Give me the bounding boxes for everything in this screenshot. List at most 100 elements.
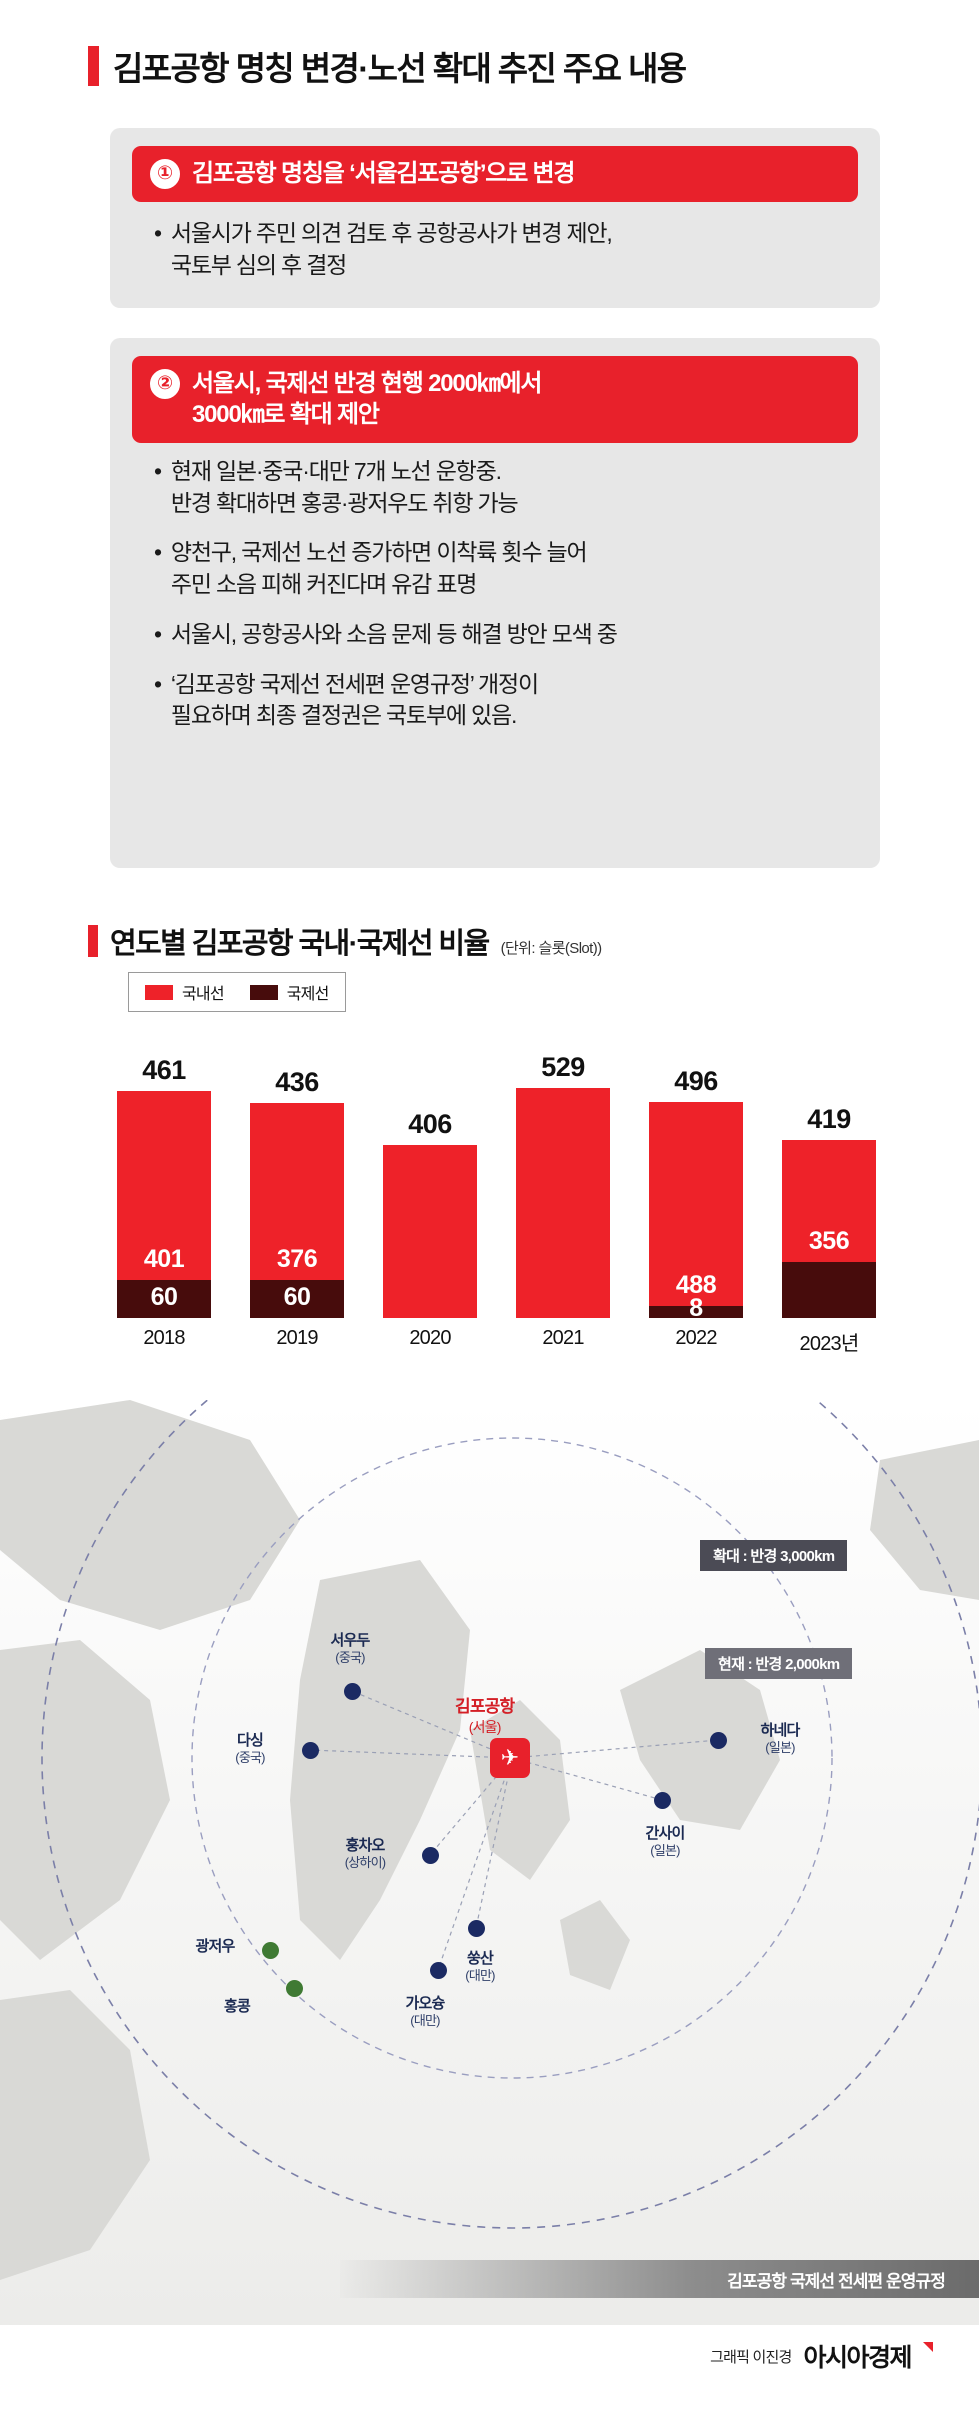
- section-1-heading-text: 김포공항 명칭을 ‘서울김포공항’으로 변경: [192, 158, 576, 189]
- legend-swatch-international: [249, 984, 278, 1000]
- bar-segment-label-international: 60: [283, 1283, 311, 1311]
- city-name: 하네다: [760, 1722, 800, 1739]
- bar-column: 406 2020: [383, 1109, 477, 1349]
- bar-total-label: 529: [541, 1052, 585, 1082]
- brand-name: 아시아경제: [803, 2344, 912, 2372]
- bullet-text: 현재 일본·중국·대만 7개 노선 운항중. 반경 확대하면 홍콩·광저우도 취…: [170, 456, 519, 519]
- bar-segment-international: 8: [649, 1294, 743, 1322]
- city-dot-kansai: [654, 1792, 671, 1809]
- section-1-heading-line1: 김포공항 명칭을 ‘서울김포공항’으로 변경: [192, 160, 576, 187]
- bullet-line-1: 서울시가 주민 의견 검토 후 공항공사가 변경 제안,: [170, 220, 613, 246]
- city-label-haneda: 하네다 (일본): [735, 1722, 825, 1756]
- headline-text: 김포공항 명칭 변경·노선 확대 추진 주요 내용: [113, 50, 687, 87]
- chart-unit-label: (단위: 슬롯(Slot)): [500, 940, 603, 957]
- bar-segment-label-domestic: 376: [276, 1245, 318, 1273]
- bar-segment-label-international: 60: [150, 1283, 178, 1311]
- bar-x-label: 2020: [409, 1327, 451, 1349]
- city-name: 훙차오: [345, 1837, 385, 1854]
- bar-segment-label-domestic: 488: [675, 1271, 717, 1299]
- city-label-daxing: 다싱 (중국): [200, 1732, 300, 1766]
- hub-sub: (서울): [468, 1719, 502, 1735]
- city-name: 간사이: [645, 1825, 685, 1842]
- bullet-line-1: ‘김포공항 국제선 전세편 운영규정’ 개정이: [170, 670, 539, 697]
- bullet-line-2: 국토부 심의 후 결정: [170, 251, 347, 278]
- bullet-dot-icon: •: [154, 539, 162, 566]
- bullet-line-2: 주민 소음 피해 커진다며 유감 표명: [170, 571, 478, 598]
- bullet-item: • 서울시가 주민 의견 검토 후 공항공사가 변경 제안, 국토부 심의 후 …: [154, 218, 856, 281]
- bar-segment-label-domestic: 401: [143, 1245, 185, 1273]
- radius-circle-3000km: [41, 1400, 979, 2229]
- bullet-line-1: 현재 일본·중국·대만 7개 노선 운항중.: [170, 458, 502, 484]
- bar-segment-domestic: 376: [250, 1103, 344, 1280]
- brand-mark-icon: [923, 2342, 933, 2352]
- airplane-icon: ✈: [490, 1738, 530, 1778]
- map-graphics: [0, 1400, 979, 2325]
- city-label-seoudu: 서우두 (중국): [295, 1632, 405, 1666]
- bar-segment-label-domestic: 356: [808, 1227, 850, 1255]
- city-sub: (상하이): [344, 1855, 386, 1870]
- title-accent-bar: [88, 46, 99, 86]
- bar-x-label: 2019: [276, 1327, 318, 1349]
- bullet-item: • 현재 일본·중국·대만 7개 노선 운항중. 반경 확대하면 홍콩·광저우도…: [154, 456, 856, 519]
- section-2-bullets: • 현재 일본·중국·대만 7개 노선 운항중. 반경 확대하면 홍콩·광저우도…: [154, 456, 856, 750]
- legend-swatch-domestic: [145, 984, 173, 1000]
- bullet-dot-icon: •: [154, 458, 162, 484]
- legend-label-international: 국제선: [286, 986, 330, 1003]
- bar-segment-domestic: [383, 1145, 477, 1318]
- section-panel-1: ① 김포공항 명칭을 ‘서울김포공항’으로 변경 • 서울시가 주민 의견 검토…: [110, 128, 880, 308]
- bar-segment-domestic: 356: [782, 1140, 876, 1262]
- route-lines: [309, 1690, 719, 1971]
- bullet-dot-icon: •: [154, 220, 162, 246]
- city-dot-seoudu: [344, 1683, 361, 1700]
- section-2-heading: ② 서울시, 국제선 반경 현행 2000㎞에서 3000㎞로 확대 제안: [132, 356, 858, 444]
- city-dot-songshan: [468, 1920, 485, 1937]
- bullet-item: • ‘김포공항 국제선 전세편 운영규정’ 개정이 필요하며 최종 결정권은 국…: [154, 669, 856, 732]
- bar-column: 461 401 60 2018: [117, 1055, 211, 1349]
- city-name: 가오슝: [405, 1995, 445, 2012]
- bullet-line-2: 필요하며 최종 결정권은 국토부에 있음.: [170, 702, 518, 729]
- bar-segment-domestic: 488: [649, 1102, 743, 1306]
- section-number-2: ②: [150, 369, 180, 399]
- bar-column: 436 376 60 2019: [250, 1067, 344, 1349]
- city-sub: (중국): [235, 1750, 265, 1765]
- radius-tag-expanded: 확대 : 반경 3,000km: [700, 1540, 848, 1571]
- city-dot-hongqiao: [422, 1847, 439, 1864]
- city-label-hongqiao: 훙차오 (상하이): [310, 1837, 420, 1871]
- section-1-heading: ① 김포공항 명칭을 ‘서울김포공항’으로 변경: [132, 146, 858, 203]
- operating-rule-text: 김포공항 국제선 전세편 운영규정: [727, 2271, 946, 2291]
- bar-segment-international: [782, 1262, 876, 1318]
- bar-segment-label-international: 8: [689, 1294, 703, 1322]
- bar-x-label: 2021: [542, 1327, 584, 1349]
- section-2-heading-line1: 서울시, 국제선 반경 현행 2000㎞에서: [192, 370, 542, 397]
- bullet-dot-icon: •: [154, 670, 162, 697]
- city-label-hongkong: 홍콩: [192, 1998, 282, 2016]
- city-label-kaohsiung: 가오슝 (대만): [370, 1995, 480, 2029]
- legend-label-domestic: 국내선: [182, 986, 225, 1003]
- bar-segment-international: 60: [250, 1280, 344, 1318]
- section-1-bullets: • 서울시가 주민 의견 검토 후 공항공사가 변경 제안, 국토부 심의 후 …: [154, 218, 856, 299]
- chart-legend: 국내선 국제선: [128, 972, 346, 1012]
- bar-total-label: 496: [674, 1066, 718, 1096]
- graphic-credit: 그래픽 이진경: [710, 2348, 792, 2366]
- chart-title: 연도별 김포공항 국내·국제선 비율: [110, 928, 490, 960]
- bar-segment-international: 60: [117, 1280, 211, 1318]
- bar-segment-domestic: 401: [117, 1091, 211, 1280]
- bar-total-label: 461: [142, 1055, 186, 1085]
- city-name: 쑹산: [466, 1950, 494, 1967]
- bar-total-label: 436: [275, 1067, 319, 1097]
- bar-segment-domestic: [516, 1088, 610, 1318]
- bullet-line-1: 서울시, 공항공사와 소음 문제 등 해결 방안 모색 중: [170, 620, 618, 647]
- city-name: 홍콩: [223, 1998, 251, 2015]
- city-sub: (대만): [410, 2013, 440, 2028]
- city-dot-kaohsiung: [430, 1962, 447, 1979]
- bar-column: 496 488 8 2022: [649, 1066, 743, 1349]
- bar-x-label: 2023년: [799, 1333, 860, 1355]
- bullet-line-2: 반경 확대하면 홍콩·광저우도 취항 가능: [170, 489, 519, 516]
- bullet-text: 서울시, 공항공사와 소음 문제 등 해결 방안 모색 중: [170, 619, 618, 651]
- bullet-line-1: 양천구, 국제선 노선 증가하면 이착륙 횟수 늘어: [170, 539, 588, 566]
- legend-item-domestic: 국내선: [145, 980, 225, 1004]
- chart-title-accent-bar: [88, 925, 98, 957]
- city-dot-guangzhou: [262, 1942, 279, 1959]
- landmass-shapes: [0, 1400, 979, 2280]
